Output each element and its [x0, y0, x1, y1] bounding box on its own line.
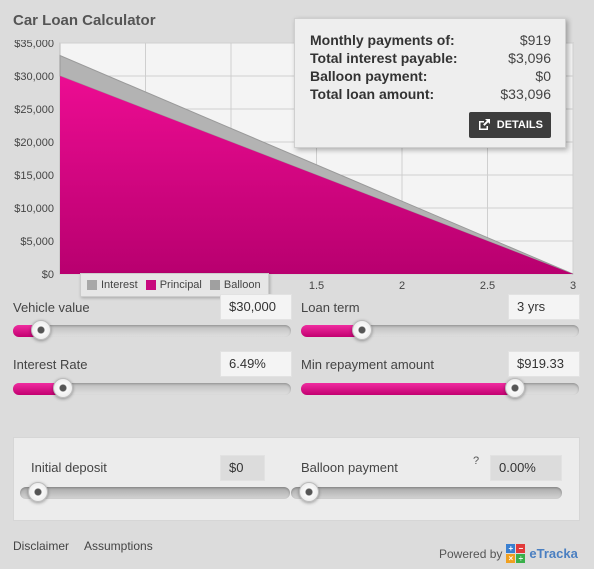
total-value: $33,096 — [500, 86, 551, 102]
summary-row-monthly: Monthly payments of: $919 — [310, 31, 551, 49]
y-tick-label: $10,000 — [14, 203, 54, 215]
y-tick-label: $5,000 — [20, 236, 54, 248]
y-tick-label: $25,000 — [14, 104, 54, 116]
assumptions-link[interactable]: Assumptions — [84, 539, 153, 553]
etracka-logo-icon: + − × ÷ — [506, 544, 526, 563]
vehicle-value-slider[interactable] — [13, 320, 291, 340]
chart-legend: Interest Principal Balloon — [80, 273, 269, 297]
principal-area — [60, 76, 573, 274]
min-repayment-slider[interactable] — [301, 378, 579, 398]
legend-item-balloon: Balloon — [209, 279, 261, 291]
summary-panel: Monthly payments of: $919 Total interest… — [294, 18, 566, 148]
total-label: Total loan amount: — [310, 86, 435, 102]
legend-swatch-interest — [87, 280, 97, 290]
legend-label-interest: Interest — [101, 279, 138, 291]
vehicle-value-slider-handle[interactable] — [30, 320, 51, 340]
min-repayment-slider-fill — [301, 383, 516, 395]
balloon-payment-slider-handle[interactable] — [299, 482, 319, 502]
balloon-label: Balloon payment: — [310, 68, 428, 84]
balloon-value: $0 — [535, 68, 551, 84]
summary-row-interest: Total interest payable: $3,096 — [310, 49, 551, 67]
min-repayment-input[interactable]: $919.33 — [508, 351, 580, 377]
details-button[interactable]: DETAILS — [468, 112, 551, 138]
external-link-icon — [478, 119, 490, 130]
balloon-payment-slider[interactable] — [291, 482, 562, 502]
initial-deposit-label: Initial deposit — [31, 460, 107, 475]
interest-rate-slider[interactable] — [13, 378, 291, 398]
x-tick-label: 2.5 — [480, 280, 495, 292]
brand-name: eTracka — [529, 546, 578, 561]
min-repayment-label: Min repayment amount — [301, 357, 434, 372]
x-tick-label: 2 — [399, 280, 405, 292]
interest-label: Total interest payable: — [310, 50, 458, 66]
x-tick-label: 3 — [570, 280, 576, 292]
balloon-payment-label: Balloon payment — [301, 460, 398, 475]
y-tick-label: $30,000 — [14, 71, 54, 83]
x-tick-label: 1.5 — [309, 280, 324, 292]
y-tick-label: $35,000 — [14, 40, 54, 50]
legend-swatch-balloon — [209, 280, 220, 290]
y-tick-label: $15,000 — [14, 170, 54, 182]
summary-row-balloon: Balloon payment: $0 — [310, 67, 551, 85]
summary-row-total: Total loan amount: $33,096 — [310, 85, 551, 103]
balloon-help-icon[interactable]: ? — [473, 455, 480, 467]
powered-by: Powered by + − × ÷ eTracka — [439, 544, 578, 563]
balloon-payment-input[interactable]: 0.00% — [490, 455, 562, 481]
legend-label-balloon: Balloon — [223, 279, 261, 291]
details-label: DETAILS — [496, 119, 543, 131]
initial-deposit-input[interactable]: $0 — [220, 455, 265, 481]
loan-term-slider-handle[interactable] — [352, 320, 373, 340]
legend-item-interest: Interest — [87, 279, 138, 291]
loan-term-label: Loan term — [301, 300, 360, 315]
loan-term-slider[interactable] — [301, 320, 579, 340]
powered-by-label: Powered by — [439, 546, 503, 561]
disclaimer-link[interactable]: Disclaimer — [13, 539, 70, 553]
initial-deposit-slider[interactable] — [20, 482, 290, 502]
vehicle-value-input[interactable]: $30,000 — [220, 294, 292, 320]
legend-swatch-principal — [145, 280, 156, 290]
interest-rate-label: Interest Rate — [13, 357, 88, 372]
legend-label-principal: Principal — [159, 279, 202, 291]
monthly-label: Monthly payments of: — [310, 32, 455, 48]
min-repayment-slider-handle[interactable] — [505, 378, 526, 398]
loan-term-input[interactable]: 3 yrs — [508, 294, 580, 320]
loan-term-slider-fill — [301, 325, 363, 337]
vehicle-value-label: Vehicle value — [13, 300, 90, 315]
deposit-balloon-panel: Initial deposit $0 Balloon payment ? 0.0… — [13, 437, 580, 521]
interest-value: $3,096 — [508, 50, 551, 66]
interest-rate-slider-handle[interactable] — [53, 378, 74, 398]
legend-item-principal: Principal — [145, 279, 202, 291]
interest-rate-input[interactable]: 6.49% — [220, 351, 292, 377]
y-tick-label: $0 — [42, 269, 54, 281]
initial-deposit-slider-handle[interactable] — [28, 482, 48, 502]
monthly-value: $919 — [519, 32, 551, 48]
y-tick-label: $20,000 — [14, 137, 54, 149]
page-title: Car Loan Calculator — [13, 12, 156, 29]
interest-rate-slider-fill — [13, 383, 64, 395]
